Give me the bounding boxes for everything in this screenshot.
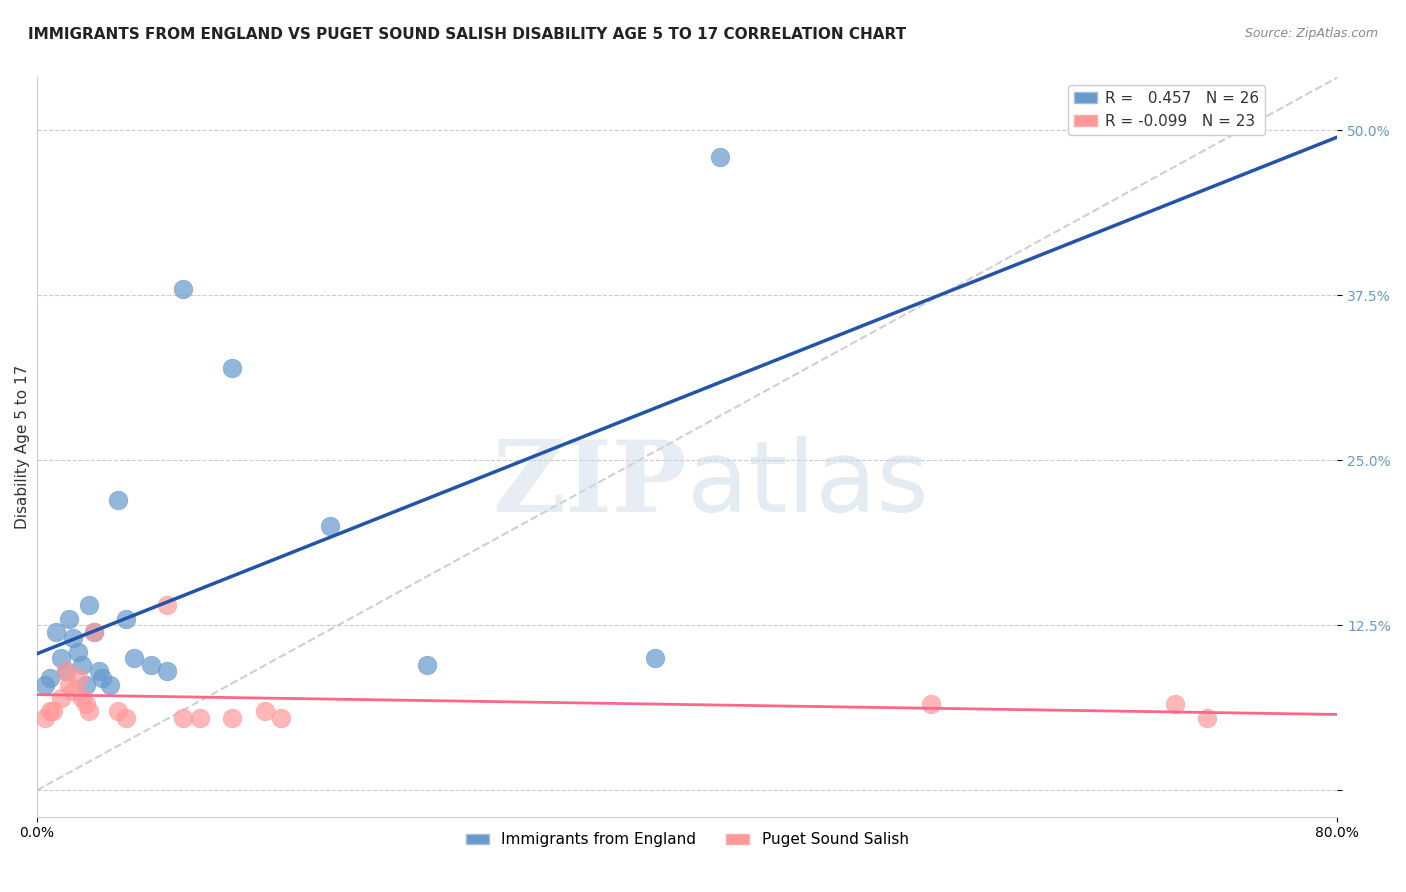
Point xyxy=(72,690,94,705)
Point xyxy=(644,651,666,665)
Point xyxy=(51,651,73,665)
Text: ZIP: ZIP xyxy=(492,435,688,533)
Point xyxy=(156,665,179,679)
Point xyxy=(107,704,129,718)
Point xyxy=(55,665,77,679)
Point xyxy=(920,698,942,712)
Point xyxy=(34,678,56,692)
Point xyxy=(58,678,80,692)
Point xyxy=(115,711,138,725)
Point xyxy=(416,657,439,672)
Point xyxy=(66,645,89,659)
Point xyxy=(1164,698,1187,712)
Point xyxy=(66,671,89,685)
Point xyxy=(34,711,56,725)
Point xyxy=(72,657,94,672)
Point xyxy=(77,599,100,613)
Point xyxy=(55,665,77,679)
Point xyxy=(39,704,62,718)
Legend: Immigrants from England, Puget Sound Salish: Immigrants from England, Puget Sound Sal… xyxy=(460,826,915,854)
Point xyxy=(156,599,179,613)
Point xyxy=(51,690,73,705)
Point xyxy=(75,678,97,692)
Point xyxy=(221,711,243,725)
Y-axis label: Disability Age 5 to 17: Disability Age 5 to 17 xyxy=(15,365,30,529)
Point xyxy=(83,624,105,639)
Point xyxy=(62,632,84,646)
Point xyxy=(253,704,276,718)
Point xyxy=(115,612,138,626)
Text: Source: ZipAtlas.com: Source: ZipAtlas.com xyxy=(1244,27,1378,40)
Point xyxy=(139,657,162,672)
Point xyxy=(87,665,110,679)
Point xyxy=(270,711,292,725)
Text: atlas: atlas xyxy=(688,435,929,533)
Point xyxy=(318,519,340,533)
Point xyxy=(1197,711,1219,725)
Point xyxy=(107,492,129,507)
Point xyxy=(172,711,194,725)
Point xyxy=(62,684,84,698)
Point xyxy=(98,678,121,692)
Point xyxy=(75,698,97,712)
Point xyxy=(221,360,243,375)
Point xyxy=(709,150,731,164)
Point xyxy=(188,711,211,725)
Point xyxy=(45,624,67,639)
Point xyxy=(91,671,114,685)
Point xyxy=(172,282,194,296)
Point xyxy=(42,704,65,718)
Point xyxy=(83,624,105,639)
Text: IMMIGRANTS FROM ENGLAND VS PUGET SOUND SALISH DISABILITY AGE 5 TO 17 CORRELATION: IMMIGRANTS FROM ENGLAND VS PUGET SOUND S… xyxy=(28,27,907,42)
Point xyxy=(58,612,80,626)
Point xyxy=(124,651,146,665)
Point xyxy=(39,671,62,685)
Point xyxy=(77,704,100,718)
